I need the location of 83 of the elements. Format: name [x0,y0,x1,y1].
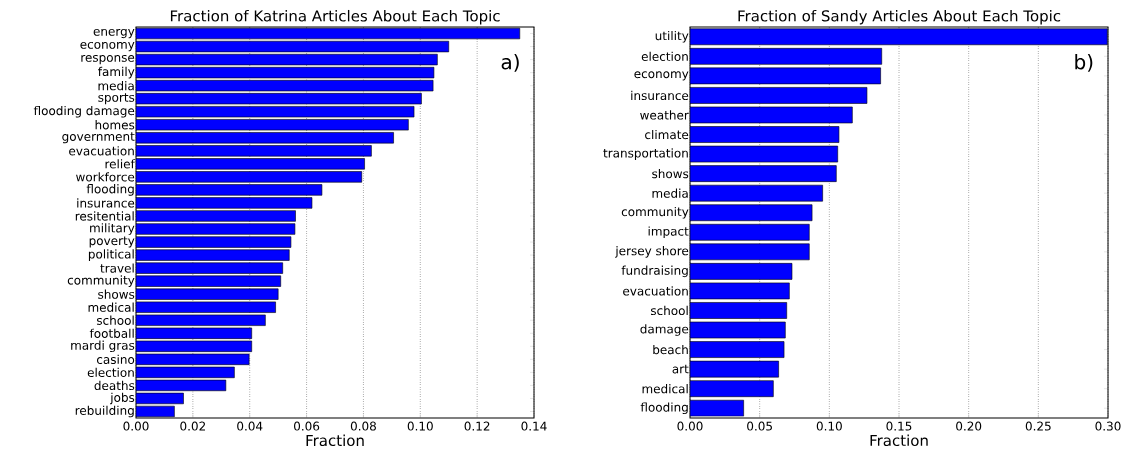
y-tick-label: flooding [640,402,688,415]
y-tick-label: election [641,51,688,61]
y-tick-label: climate [645,129,689,140]
y-tick-label: deaths [94,380,135,391]
x-tick-label: 0.25 [1025,421,1051,431]
x-tick-label: 0.08 [350,421,376,431]
y-tick-label: medical [88,302,134,312]
y-tick-label: shows [98,289,135,299]
y-tick-label: jobs [110,392,135,405]
bar [136,288,279,300]
x-axis-title: Fraction [306,434,364,447]
y-tick-label: response [81,54,135,65]
x-tick-label: 0.20 [956,421,982,431]
y-tick-label: relief [105,159,136,169]
x-tick-label: 0.04 [237,421,263,431]
y-tick-label: economy [634,71,689,81]
y-tick-label: transportation [603,148,688,160]
y-tick-label: evacuation [69,146,134,156]
chart-title: Fraction of Sandy Articles About Each Topic [738,9,1061,25]
y-tick-label: resitential [75,211,134,221]
x-tick-label: 0.15 [886,421,912,431]
y-tick-label: art [672,364,689,374]
annotation: b) [1075,53,1093,72]
bar [136,223,296,235]
y-tick-label: football [89,328,134,338]
y-tick-label: media [98,81,134,91]
y-tick-label: beach [653,344,688,355]
bar [136,184,323,196]
x-tick-label: 0.10 [407,421,433,431]
bar [136,249,290,261]
y-tick-label: government [62,132,135,144]
y-tick-label: economy [80,41,135,52]
y-tick-label: sports [98,93,135,105]
bar [136,171,363,183]
bar [136,145,372,157]
y-tick-label: utility [655,30,689,43]
y-tick-label: jersey shore [615,246,689,258]
y-tick-label: weather [640,110,689,120]
y-tick-label: community [67,275,135,287]
bar [136,236,292,248]
y-tick-label: rebuilding [75,405,134,418]
x-tick-label: 0.00 [123,421,149,431]
x-tick-label: 0.00 [677,421,703,431]
x-tick-label: 0.14 [521,421,547,431]
y-tick-label: damage [640,324,689,336]
y-tick-label: insurance [77,198,135,208]
y-tick-label: homes [95,120,135,130]
bar [136,275,282,287]
y-tick-label: shows [652,168,689,179]
y-tick-label: community [621,206,689,219]
y-tick-label: insurance [631,90,689,101]
y-tick-label: flooding damage [33,105,135,118]
x-tick-label: 0.12 [464,421,490,431]
x-axis-title: Fraction [870,434,928,447]
bar [136,197,313,209]
y-tick-label: evacuation [623,286,688,296]
annotation: a) [501,54,519,72]
y-tick-label: school [650,305,688,316]
y-tick-label: energy [93,28,135,39]
y-tick-label: mardi gras [71,340,135,353]
bar [136,158,365,170]
y-tick-label: casino [96,354,135,364]
x-tick-label: 0.30 [1095,421,1121,431]
y-tick-label: poverty [89,236,135,248]
x-tick-label: 0.06 [294,421,320,431]
y-tick-label: impact [648,226,689,239]
x-tick-label: 0.10 [816,421,842,431]
y-tick-label: political [88,249,134,261]
y-tick-label: media [652,188,688,198]
y-tick-label: medical [642,384,688,394]
y-tick-label: flooding [86,184,134,196]
y-tick-label: school [96,315,134,325]
y-tick-label: workforce [76,172,135,182]
x-tick-label: 0.05 [747,421,772,431]
bar [136,262,283,274]
y-tick-label: election [87,367,134,378]
y-tick-label: travel [100,263,134,273]
y-tick-label: fundraising [621,265,688,278]
x-tick-label: 0.02 [180,421,206,431]
y-tick-label: military [90,223,135,235]
chart-title: Fraction of Katrina Articles About Each Topic [170,9,500,25]
bar [136,210,296,222]
y-tick-label: family [98,66,135,79]
